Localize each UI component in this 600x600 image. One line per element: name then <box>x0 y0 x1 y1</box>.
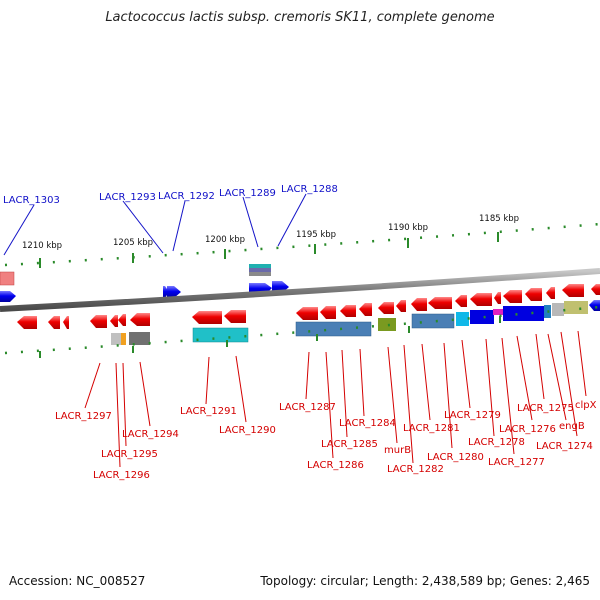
gene-label: LACR_1287 <box>279 402 336 413</box>
gene-label: LACR_1292 <box>158 191 215 202</box>
feature-box <box>552 303 564 316</box>
gene-arrow <box>163 286 169 298</box>
forward-ruler <box>4 222 600 268</box>
gene-arrow <box>192 311 222 324</box>
feature-box <box>493 309 504 315</box>
scale-label: 1205 kbp <box>113 238 153 248</box>
gene-arrow <box>17 316 37 329</box>
gene-label: LACR_1303 <box>3 195 60 206</box>
scale-label: 1195 kbp <box>296 230 336 240</box>
gene-label: LACR_1297 <box>55 411 112 422</box>
feature-box <box>249 272 271 276</box>
gene-label: LACR_1274 <box>536 441 593 452</box>
gene-label: LACR_1285 <box>321 439 378 450</box>
gene-label: murB <box>384 445 411 456</box>
gene-arrow <box>296 307 318 320</box>
scale-label: 1210 kbp <box>22 241 62 251</box>
gene-arrow <box>396 300 406 312</box>
gene-arrow <box>90 315 107 328</box>
gene-label: LACR_1280 <box>427 452 484 463</box>
gene-label: LACR_1288 <box>281 184 338 195</box>
feature-box <box>564 301 588 314</box>
feature-box <box>111 333 123 345</box>
gene-label: LACR_1294 <box>122 429 179 440</box>
gene-label: LACR_1295 <box>101 449 158 460</box>
scale-label: 1190 kbp <box>388 223 428 233</box>
feature-box <box>249 268 271 272</box>
gene-arrow <box>224 310 246 323</box>
genome-summary: Topology: circular; Length: 2,438,589 bp… <box>260 574 590 588</box>
gene-arrow <box>48 316 60 329</box>
gene-arrow <box>503 290 522 303</box>
gene-label: LACR_1278 <box>468 437 525 448</box>
feature-box <box>503 306 544 321</box>
feature-box <box>121 333 126 345</box>
gene-label: LACR_1277 <box>488 457 545 468</box>
gene-label: LACR_1290 <box>219 425 276 436</box>
feature-box <box>378 318 396 331</box>
gene-arrow <box>63 316 69 329</box>
gene-label: LACR_1289 <box>219 188 276 199</box>
feature-box <box>470 310 494 324</box>
gene-arrow <box>525 288 542 301</box>
gene-arrow <box>340 305 356 317</box>
gene-arrow <box>378 302 394 314</box>
accession-number: Accession: NC_008527 <box>9 574 146 588</box>
gene-arrow <box>0 291 16 302</box>
scale-labels: 1210 kbp 1205 kbp 1200 kbp 1195 kbp 1190… <box>22 214 519 251</box>
scale-label: 1185 kbp <box>479 214 519 224</box>
forward-gene-labels[interactable]: LACR_1303 LACR_1293 LACR_1292 LACR_1289 … <box>3 184 338 206</box>
gene-label: LACR_1281 <box>403 423 460 434</box>
feature-box <box>411 313 455 329</box>
gene-arrow <box>167 286 181 298</box>
gene-arrow <box>320 306 336 319</box>
genome-title: Lactococcus lactis subsp. cremoris SK11,… <box>105 10 495 25</box>
gene-label: LACR_1293 <box>99 192 156 203</box>
genome-backbone <box>0 268 600 312</box>
feature-box <box>0 271 15 286</box>
gene-label: LACR_1279 <box>444 410 501 421</box>
feature-box <box>129 332 150 345</box>
forward-leader-lines <box>3 193 307 256</box>
reverse-gene-labels[interactable]: LACR_1297 LACR_1296 LACR_1295 LACR_1294 … <box>55 400 597 481</box>
reverse-feature-boxes <box>111 301 588 345</box>
reverse-ruler <box>4 305 600 358</box>
feature-box <box>456 312 469 326</box>
gene-arrow <box>455 295 467 307</box>
gene-arrow <box>494 292 501 304</box>
gene-arrow <box>589 300 600 311</box>
gene-arrow <box>130 313 150 326</box>
gene-arrow <box>546 287 555 299</box>
feature-box <box>192 327 249 343</box>
scale-label: 1200 kbp <box>205 235 245 245</box>
feature-box <box>295 321 372 337</box>
gene-arrow <box>428 297 452 309</box>
gene-label: LACR_1296 <box>93 470 150 481</box>
gene-label: LACR_1276 <box>499 424 556 435</box>
gene-label: LACR_1284 <box>339 418 396 429</box>
gene-label: LACR_1291 <box>180 406 237 417</box>
gene-arrow <box>359 303 372 316</box>
reverse-leader-lines <box>84 330 587 468</box>
gene-label: clpX <box>575 400 597 411</box>
gene-arrow <box>562 284 584 297</box>
gene-arrow <box>411 298 427 311</box>
gene-arrow <box>110 315 118 327</box>
gene-arrow <box>470 293 492 306</box>
reverse-strand-genes[interactable] <box>17 284 600 329</box>
gene-label: LACR_1286 <box>307 460 364 471</box>
feature-box <box>249 264 271 268</box>
gene-label: LACR_1275 <box>517 403 574 414</box>
gene-label: engB <box>559 421 585 432</box>
gene-label: LACR_1282 <box>387 464 444 475</box>
gene-arrow <box>591 284 600 295</box>
gene-arrow <box>118 314 126 326</box>
